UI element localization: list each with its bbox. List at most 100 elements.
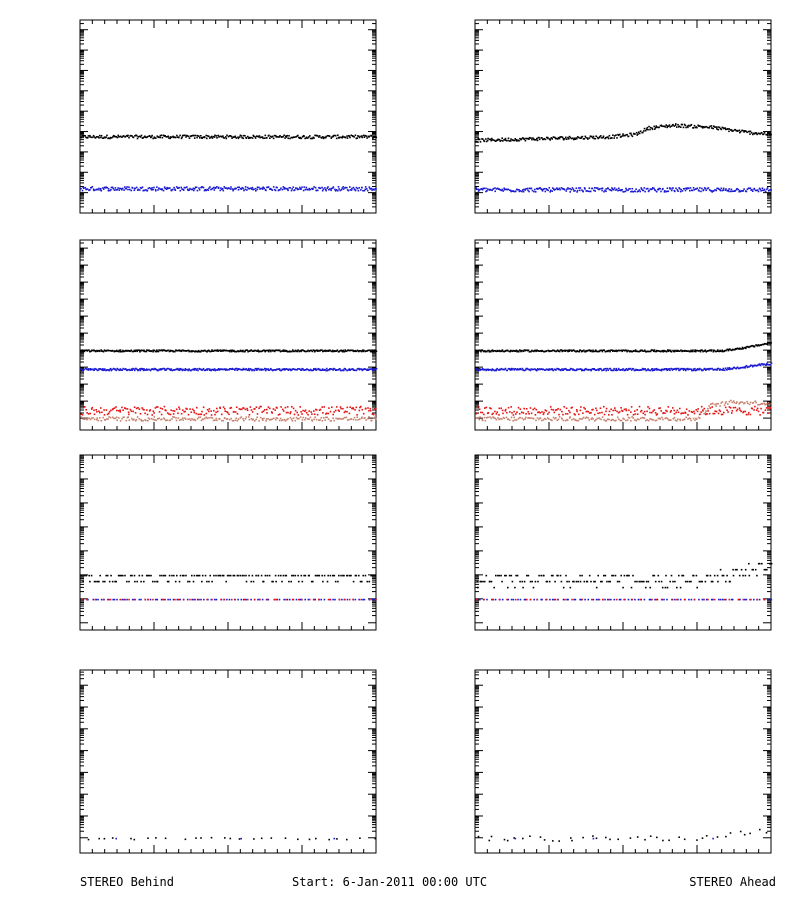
data-point: [95, 598, 98, 601]
data-point: [240, 188, 243, 190]
data-point: [220, 135, 222, 138]
data-point: [746, 188, 749, 191]
data-point: [701, 125, 703, 128]
data-point: [374, 136, 376, 138]
data-point: [329, 410, 332, 413]
data-point: [148, 574, 151, 577]
data-point: [159, 136, 161, 139]
data-point: [309, 135, 311, 137]
data-point: [91, 186, 94, 188]
data-point: [579, 137, 581, 139]
data-point: [720, 187, 723, 190]
data-point: [215, 417, 218, 420]
data-point: [144, 369, 146, 371]
data-point: [576, 191, 578, 193]
data-point: [261, 368, 264, 371]
data-point: [583, 406, 585, 409]
data-point: [360, 135, 363, 137]
data-point: [507, 350, 509, 352]
data-point: [490, 369, 493, 372]
data-point: [752, 401, 755, 404]
data-point: [181, 369, 184, 372]
data-point: [484, 368, 486, 371]
data-point: [301, 580, 304, 583]
data-point: [588, 137, 591, 139]
data-point: [493, 417, 495, 419]
data-point: [204, 136, 206, 139]
data-point: [358, 418, 361, 420]
data-point: [730, 129, 733, 131]
data-point: [582, 412, 584, 414]
data-point: [649, 369, 652, 372]
data-point: [182, 134, 185, 137]
data-point: [695, 349, 697, 352]
data-point: [102, 350, 105, 353]
data-point: [203, 414, 206, 416]
data-point: [658, 126, 660, 129]
data-point: [256, 369, 258, 371]
data-point: [550, 419, 552, 421]
data-point: [222, 574, 224, 577]
data-point: [603, 369, 605, 371]
data-point: [635, 350, 637, 353]
data-point: [93, 189, 96, 191]
data-point: [96, 188, 98, 191]
data-point: [642, 350, 644, 352]
data-point: [602, 136, 604, 139]
data-point: [239, 134, 242, 137]
data-point: [353, 369, 356, 372]
data-point: [87, 368, 89, 370]
data-point: [201, 137, 203, 139]
data-point: [657, 368, 660, 371]
data-point: [105, 186, 107, 188]
data-point: [90, 408, 93, 410]
data-point: [124, 407, 127, 410]
data-point: [721, 126, 724, 129]
data-point: [209, 350, 211, 353]
data-point: [529, 407, 532, 409]
data-point: [656, 349, 658, 352]
data-point: [135, 186, 138, 189]
data-point: [770, 133, 772, 136]
data-point: [121, 406, 123, 409]
data-point: [734, 406, 737, 409]
data-point: [741, 366, 744, 369]
data-point: [749, 187, 752, 189]
data-point: [486, 350, 488, 353]
data-point: [546, 189, 548, 191]
data-point: [144, 412, 146, 415]
data-point: [724, 189, 727, 191]
data-point: [339, 418, 342, 420]
data-point: [313, 418, 315, 421]
data-point: [769, 132, 771, 135]
data-point: [712, 369, 715, 371]
data-point: [572, 138, 575, 141]
data-point: [342, 574, 344, 577]
data-point: [479, 416, 481, 418]
data-point: [229, 350, 231, 353]
data-point: [193, 418, 196, 421]
data-point: [357, 135, 359, 137]
data-point: [535, 408, 538, 411]
data-point: [330, 419, 332, 422]
data-point: [569, 136, 572, 139]
data-point: [281, 368, 284, 371]
data-point: [318, 409, 321, 411]
data-point: [618, 189, 621, 191]
data-point: [103, 186, 106, 189]
data-point: [644, 413, 646, 416]
data-point: [705, 410, 707, 412]
data-point: [321, 574, 323, 577]
data-point: [196, 417, 199, 420]
data-point: [483, 369, 485, 371]
data-point: [283, 188, 285, 190]
data-point: [147, 417, 150, 419]
data-point: [547, 417, 549, 419]
data-point: [527, 411, 529, 413]
data-point: [620, 135, 623, 138]
data-point: [236, 413, 239, 415]
data-point: [244, 134, 246, 137]
data-point: [530, 417, 532, 419]
data-point: [570, 349, 572, 351]
data-point: [268, 407, 271, 410]
